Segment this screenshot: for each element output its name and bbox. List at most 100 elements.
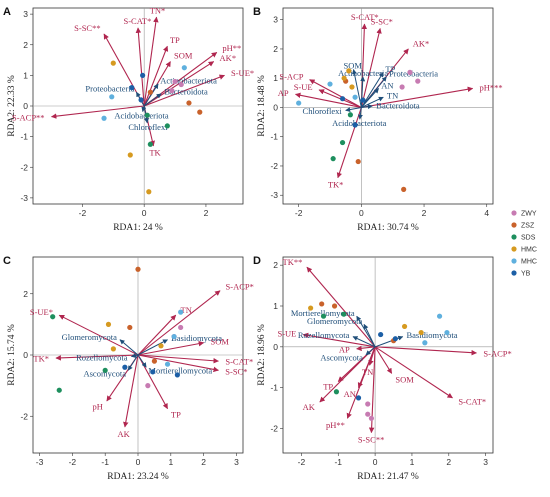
y-tick-label: -2 bbox=[20, 411, 28, 421]
sample-point-zwy bbox=[172, 78, 178, 85]
x-tick-label: -2 bbox=[69, 457, 77, 467]
sample-point-mhc bbox=[327, 81, 333, 87]
sample-point-zwy bbox=[415, 78, 421, 84]
y-axis-label: RDA2: 18.96 % bbox=[257, 324, 267, 386]
sample-point-sds bbox=[56, 387, 62, 393]
x-tick-label: 1 bbox=[168, 457, 173, 467]
env-arrow bbox=[143, 45, 169, 107]
x-tick-label: -2 bbox=[298, 457, 306, 467]
taxon-arrow bbox=[127, 354, 139, 371]
sample-point-hmc bbox=[158, 343, 164, 349]
legend-label: ZWY bbox=[521, 211, 537, 218]
x-tick-label: 0 bbox=[359, 208, 364, 218]
taxon-arrow-label: Acidobacteriota bbox=[332, 118, 387, 128]
env-arrow-label: S-ACP* bbox=[483, 348, 511, 358]
env-arrow-label: S-CAT* bbox=[458, 397, 486, 407]
sample-point-yb bbox=[392, 336, 398, 342]
x-axis-label: RDA1: 24 % bbox=[113, 223, 163, 233]
sample-point-yb bbox=[355, 395, 362, 401]
env-arrow bbox=[137, 354, 219, 373]
legend-label: ZSZ bbox=[521, 223, 535, 230]
env-arrow bbox=[137, 340, 205, 356]
env-arrow-label: AK bbox=[117, 429, 130, 439]
x-tick-label: 0 bbox=[142, 208, 147, 218]
env-arrow-label: AK bbox=[303, 402, 316, 412]
env-arrow-label: S-ACP bbox=[279, 71, 303, 81]
env-arrow bbox=[55, 354, 139, 361]
y-tick-label: -1 bbox=[270, 383, 278, 393]
x-tick-label: -2 bbox=[295, 208, 303, 218]
env-arrow-label: S-UE bbox=[277, 328, 296, 338]
y-tick-label: 1 bbox=[273, 73, 278, 83]
sample-point-zsz bbox=[331, 303, 338, 309]
sample-point-sds bbox=[341, 311, 347, 317]
env-arrow bbox=[374, 346, 393, 374]
sample-point-yb bbox=[339, 96, 346, 102]
taxon-arrow bbox=[361, 104, 373, 110]
taxon-arrow bbox=[119, 339, 139, 356]
taxon-arrow-label: TP bbox=[385, 64, 395, 74]
env-arrow-label: TP bbox=[171, 410, 181, 420]
legend-swatch bbox=[511, 258, 517, 264]
sample-point-mhc bbox=[296, 100, 302, 106]
taxon-arrow-label: Basidiomycota bbox=[406, 330, 457, 340]
y-tick-label: 2 bbox=[273, 260, 278, 270]
taxon-arrow-label: Ascomycota bbox=[83, 369, 126, 379]
env-arrow-label: pH bbox=[93, 402, 103, 412]
taxon-arrow-label: TN bbox=[387, 91, 398, 101]
legend-label: HMC bbox=[521, 247, 537, 254]
env-arrow bbox=[302, 332, 376, 348]
y-tick-label: -3 bbox=[20, 193, 28, 203]
taxon-arrow bbox=[360, 88, 379, 108]
taxon-arrow-label: Basidiomycota bbox=[171, 333, 222, 343]
y-tick-label: 3 bbox=[273, 15, 278, 25]
panel-letter: B bbox=[253, 6, 261, 18]
env-arrow-label: SOM bbox=[395, 374, 414, 384]
taxon-arrow-label: Rozellomycota bbox=[76, 352, 128, 362]
sample-point-mhc bbox=[436, 313, 443, 319]
env-arrow-label: TP bbox=[170, 35, 180, 45]
env-arrow bbox=[135, 27, 145, 107]
env-arrow-label: S-UE* bbox=[231, 68, 254, 78]
legend-swatch bbox=[511, 234, 517, 240]
sample-point-sds bbox=[144, 112, 150, 118]
env-arrow-label: S-UE* bbox=[30, 307, 53, 317]
env-arrow-label: AK* bbox=[220, 53, 237, 63]
env-arrow-label: pH*** bbox=[480, 82, 503, 92]
sample-point-zsz bbox=[319, 301, 325, 307]
taxon-arrow-label: SOM bbox=[343, 61, 362, 71]
y-tick-label: -1 bbox=[270, 132, 278, 142]
x-tick-label: 2 bbox=[204, 208, 209, 218]
sample-point-yb bbox=[378, 331, 384, 338]
env-arrow-label: TP bbox=[323, 381, 333, 391]
env-arrow-label: SOM bbox=[211, 336, 230, 346]
x-tick-label: 2 bbox=[446, 457, 451, 467]
y-tick-label: 1 bbox=[273, 301, 278, 311]
y-tick-label: 1 bbox=[23, 70, 28, 80]
taxon-arrow bbox=[352, 336, 376, 348]
env-arrow-label: S-SC* bbox=[225, 367, 247, 377]
sample-point-zsz bbox=[197, 109, 203, 115]
env-arrow-label: AK* bbox=[413, 38, 430, 48]
sample-point-mhc bbox=[178, 309, 184, 315]
taxon-arrow-label: Proteobacteria bbox=[85, 84, 134, 94]
y-tick-label: 0 bbox=[273, 342, 278, 352]
sample-point-yb bbox=[352, 122, 358, 128]
sample-point-hmc bbox=[110, 60, 116, 66]
x-tick-label: 4 bbox=[484, 208, 489, 218]
y-tick-label: -3 bbox=[270, 190, 278, 200]
taxon-arrow-label: Chloroflexi bbox=[128, 122, 168, 132]
env-arrow bbox=[50, 105, 145, 119]
legend-swatch bbox=[511, 210, 517, 216]
taxon-arrow-label: Chloroflexi bbox=[303, 106, 343, 116]
taxon-arrow-label: Acidobacteriota bbox=[114, 110, 169, 120]
taxon-arrow bbox=[130, 353, 139, 358]
sample-point-zsz bbox=[355, 158, 361, 165]
env-arrow-label: S-CAT* bbox=[351, 12, 379, 22]
env-arrow bbox=[137, 290, 221, 356]
y-tick-label: 2 bbox=[23, 289, 28, 299]
env-arrow-label: AN bbox=[344, 389, 356, 399]
env-arrow bbox=[143, 74, 225, 107]
env-arrow-label: S-ACP* bbox=[226, 281, 254, 291]
